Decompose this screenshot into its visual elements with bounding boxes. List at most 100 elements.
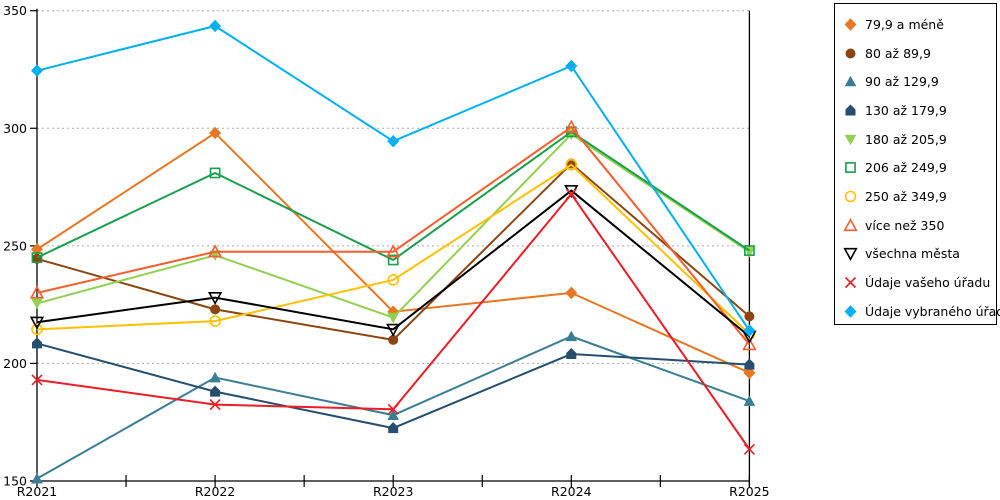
- y-axis-tick-label: 150: [3, 474, 27, 489]
- data-point-marker: [32, 337, 42, 349]
- legend-label: 80 až 89,9: [865, 45, 931, 61]
- data-point-marker: [210, 385, 221, 397]
- series-line: [36, 189, 751, 338]
- series-6: [31, 126, 755, 266]
- x-axis-tick-label: R2021: [17, 484, 58, 499]
- data-point-marker: [29, 285, 45, 299]
- data-point-marker: [743, 395, 756, 406]
- data-point-marker: [565, 286, 578, 300]
- data-point-marker: [387, 135, 400, 148]
- data-point-marker: [565, 330, 578, 342]
- series-8: [29, 119, 757, 351]
- series-4: [32, 337, 755, 434]
- legend-item: 180 až 205,9: [835, 125, 996, 154]
- data-point-marker: [566, 348, 577, 360]
- legend-item: všechna města: [835, 240, 996, 269]
- legend-item: 80 až 89,9: [835, 39, 996, 68]
- data-point-marker: [31, 323, 43, 336]
- data-point-marker: [387, 409, 399, 420]
- data-point-marker: [743, 366, 756, 380]
- legend-marker-icon: [845, 48, 856, 59]
- y-axis-tick-label: 350: [3, 3, 27, 18]
- legend-label: 79,9 a méně: [865, 16, 944, 32]
- series-3: [31, 330, 756, 484]
- legend-marker-icon: [844, 75, 857, 87]
- data-point-marker: [210, 304, 221, 315]
- data-point-marker: [207, 244, 223, 258]
- legend-item: 90 až 129,9: [835, 67, 996, 96]
- data-point-marker: [209, 371, 221, 383]
- legend-marker-icon: [845, 104, 856, 116]
- x-axis-tick-label: R2022: [195, 484, 236, 499]
- series-10: [31, 188, 755, 455]
- series-line: [36, 125, 751, 346]
- data-point-marker: [388, 334, 399, 345]
- data-point-marker: [209, 315, 221, 327]
- data-point-marker: [31, 252, 43, 264]
- legend-label: Údaje vybraného úřadu: [865, 303, 1000, 319]
- legend-item: Údaje vašeho úřadu: [835, 268, 996, 297]
- legend-label: 250 až 349,9: [865, 188, 947, 204]
- y-axis-tick-label: 200: [3, 356, 27, 371]
- data-point-marker: [744, 245, 755, 256]
- data-point-marker: [387, 274, 400, 286]
- data-point-marker: [209, 399, 221, 411]
- series-5: [31, 129, 756, 324]
- series-line: [36, 130, 750, 262]
- data-point-marker: [565, 188, 577, 200]
- x-axis-tick-label: R2025: [729, 484, 770, 499]
- data-point-marker: [565, 158, 578, 171]
- data-point-marker: [386, 244, 401, 258]
- y-axis-tick-label: 300: [3, 121, 27, 136]
- data-point-marker: [387, 403, 399, 415]
- data-point-marker: [209, 19, 222, 33]
- legend-marker-icon: [844, 190, 857, 203]
- legend-label: Údaje vašeho úřadu: [865, 275, 991, 291]
- legend-marker-icon: [843, 217, 858, 231]
- data-point-marker: [388, 422, 399, 434]
- legend-marker-icon: [844, 305, 857, 318]
- series-7: [31, 158, 756, 340]
- legend-item: více než 350: [835, 211, 996, 240]
- data-point-marker: [29, 316, 45, 330]
- data-point-marker: [744, 311, 755, 322]
- legend-item: Údaje vybraného úřadu: [835, 297, 1000, 326]
- legend-marker-icon: [844, 276, 857, 289]
- x-axis-tick-label: R2024: [551, 484, 592, 499]
- data-point-marker: [564, 119, 579, 133]
- data-point-marker: [209, 167, 221, 179]
- series-line: [36, 163, 751, 335]
- legend-marker-icon: [845, 162, 856, 174]
- data-point-marker: [31, 374, 43, 386]
- data-point-marker: [742, 337, 757, 351]
- legend-marker-icon: [844, 18, 857, 31]
- legend-label: 206 až 249,9: [865, 160, 947, 176]
- legend-marker-icon: [844, 134, 857, 145]
- legend-label: 180 až 205,9: [865, 131, 947, 147]
- data-point-marker: [386, 323, 401, 337]
- legend-item: 206 až 249,9: [835, 153, 996, 182]
- legend-item: 79,9 a méně: [835, 10, 996, 39]
- data-point-marker: [743, 443, 755, 455]
- legend-marker-icon: [843, 248, 858, 262]
- legend-label: více než 350: [865, 217, 945, 233]
- legend: 79,9 a méně 80 až 89,9 90 až 129,9 130 až 1…: [834, 3, 1000, 326]
- data-point-marker: [744, 358, 755, 370]
- data-point-marker: [31, 472, 43, 484]
- legend-label: 90 až 129,9: [865, 74, 939, 90]
- data-point-marker: [565, 59, 578, 73]
- legend-label: všechna města: [865, 246, 960, 262]
- series-11: [31, 19, 756, 337]
- y-axis-tick-label: 250: [3, 238, 27, 253]
- data-point-marker: [387, 305, 400, 318]
- data-point-marker: [743, 324, 756, 337]
- legend-item: 250 až 349,9: [835, 182, 996, 211]
- data-point-marker: [31, 64, 43, 77]
- data-point-marker: [387, 254, 399, 266]
- data-point-marker: [387, 312, 399, 324]
- data-point-marker: [207, 291, 223, 306]
- legend-item: 130 až 179,9: [835, 96, 996, 125]
- x-axis-tick-label: R2023: [373, 484, 414, 499]
